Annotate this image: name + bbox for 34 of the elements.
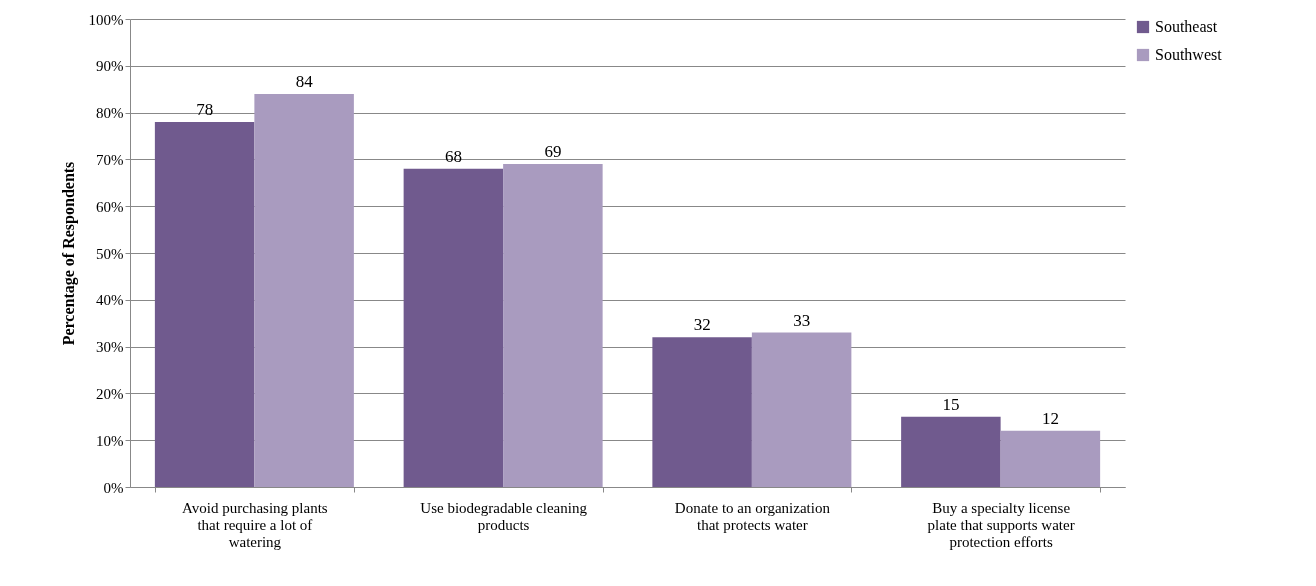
bar xyxy=(254,93,354,487)
legend-label: Southwest xyxy=(1155,46,1223,63)
y-tick-label: 30% xyxy=(96,339,124,356)
y-tick-label: 90% xyxy=(96,58,124,75)
y-tick-label: 60% xyxy=(96,198,124,215)
data-label: 12 xyxy=(1041,408,1059,428)
legend-label: Southeast xyxy=(1155,18,1218,35)
data-label: 33 xyxy=(793,310,811,330)
bar xyxy=(403,168,504,487)
data-label: 84 xyxy=(295,71,314,91)
y-tick-label: 100% xyxy=(88,11,124,28)
y-tick-label: 20% xyxy=(96,385,124,402)
data-label: 15 xyxy=(942,394,960,414)
bar xyxy=(154,121,255,487)
bar xyxy=(751,332,852,487)
bar xyxy=(901,416,1001,487)
data-label: 32 xyxy=(693,315,711,335)
data-label: 69 xyxy=(544,142,562,162)
y-tick-label: 80% xyxy=(96,105,124,122)
y-axis-title: Percentage of Respondents xyxy=(59,161,78,346)
x-tick-label: Use biodegradable cleaning products xyxy=(420,499,588,533)
y-tick-label: 10% xyxy=(96,432,124,449)
bar xyxy=(652,337,752,487)
y-tick-label: 40% xyxy=(96,292,124,309)
y-tick-label: 0% xyxy=(103,479,124,496)
data-label: 78 xyxy=(196,99,214,119)
x-tick-label: Avoid purchasing plants that require a lot of watering xyxy=(182,499,328,550)
x-tick-label: Donate to an organization that protects water xyxy=(674,499,831,533)
bar xyxy=(1000,430,1101,487)
y-tick-label: 70% xyxy=(96,151,124,168)
bar xyxy=(503,164,603,487)
y-tick-label: 50% xyxy=(96,245,124,262)
data-label: 68 xyxy=(444,146,462,166)
x-tick-label: Buy a specialty license plate that supports water protection efforts xyxy=(927,499,1075,550)
